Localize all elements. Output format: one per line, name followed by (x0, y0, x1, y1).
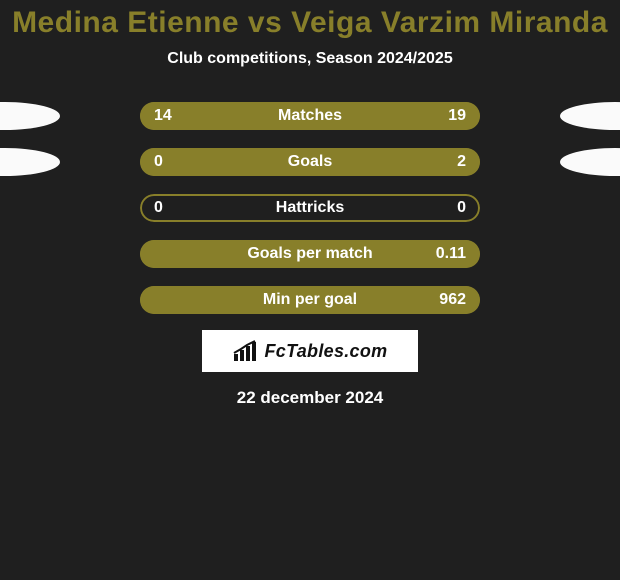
page-title: Medina Etienne vs Veiga Varzim Miranda (0, 0, 620, 40)
stat-value-right: 0.11 (436, 245, 466, 263)
stat-value-right: 0 (457, 199, 466, 217)
stat-value-right: 2 (457, 153, 466, 171)
logo-box: FcTables.com (202, 330, 418, 372)
player-marker-right (560, 148, 620, 176)
stat-name: Goals per match (247, 245, 372, 263)
stat-row: Goals per match 0.11 (0, 238, 620, 270)
logo-bars-icon (233, 340, 259, 362)
stat-row: Hattricks 0 0 (0, 192, 620, 224)
stat-bar: Goals per match 0.11 (140, 240, 480, 268)
stat-name: Hattricks (276, 199, 344, 217)
stat-name: Matches (278, 107, 342, 125)
stat-name: Goals (288, 153, 332, 171)
logo-text: FcTables.com (265, 341, 388, 362)
stat-bar: Goals 0 2 (140, 148, 480, 176)
stat-value-left: 0 (154, 153, 163, 171)
stat-value-left: 14 (154, 107, 172, 125)
stat-bar: Matches 14 19 (140, 102, 480, 130)
player-marker-left (0, 102, 60, 130)
stat-row: Goals 0 2 (0, 146, 620, 178)
stats-container: Matches 14 19 Goals 0 2 Hattricks 0 0 Goals per m… (0, 100, 620, 316)
stat-row: Matches 14 19 (0, 100, 620, 132)
player-marker-left (0, 148, 60, 176)
stat-row: Min per goal 962 (0, 284, 620, 316)
player-marker-right (560, 102, 620, 130)
stat-bar: Hattricks 0 0 (140, 194, 480, 222)
stat-value-right: 962 (439, 291, 466, 309)
stat-bar: Min per goal 962 (140, 286, 480, 314)
subtitle: Club competitions, Season 2024/2025 (0, 50, 620, 68)
stat-value-left: 0 (154, 199, 163, 217)
stat-value-right: 19 (448, 107, 466, 125)
stat-name: Min per goal (263, 291, 357, 309)
date-text: 22 december 2024 (0, 388, 620, 408)
